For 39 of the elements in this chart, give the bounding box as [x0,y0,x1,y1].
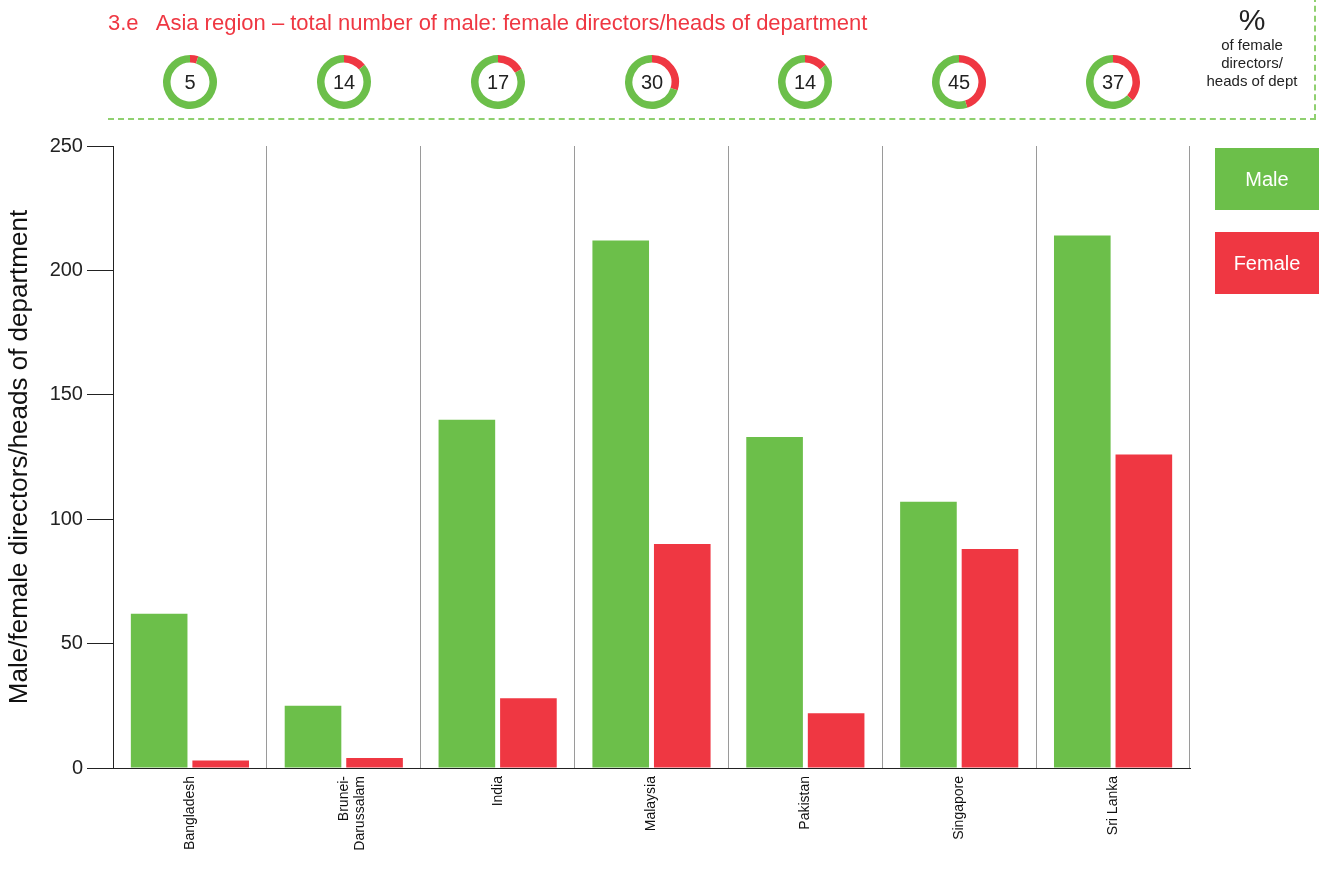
bar [961,549,1019,768]
bar [130,613,188,768]
x-tick-label: Malaysia [642,775,659,832]
bar [653,544,711,768]
bar [346,758,403,768]
data-label: 14 [794,70,817,93]
y-tick-label: 50 [60,631,83,654]
text: Male [1215,148,1319,210]
text: % of female directors/ heads of dept [1205,3,1299,90]
bar [807,713,865,768]
bar [1115,454,1173,768]
y-tick-label: 150 [49,382,83,405]
data-label: 5 [184,70,196,93]
x-tick-label: Bangladesh [180,776,197,850]
x-tick-label: India [488,775,505,807]
chart-title: 3.e Asia region – total number of male: female directors/heads of department [108,10,868,36]
x-tick-label: Singapore [950,775,967,840]
bar [192,760,250,768]
text: Female [1215,232,1319,294]
bar [592,240,650,768]
data-label: 14 [332,70,355,93]
data-label: 17 [486,70,509,93]
data-label: 37 [1101,70,1125,93]
bar [746,437,803,768]
bar [438,419,496,768]
x-tick-label: Pakistan [796,776,813,830]
bar [284,705,342,768]
y-axis-title: Male/female directors/heads of department [2,209,33,705]
x-tick-label: Brunei- Darussalam [334,775,368,851]
data-label: 30 [640,70,663,93]
bar [900,501,957,768]
y-tick-label: 100 [49,506,83,529]
y-tick-label: 200 [49,257,83,280]
data-label: 45 [948,70,971,93]
bar [500,698,557,768]
y-tick-label: 250 [49,133,83,156]
x-tick-label: Sri Lanka [1103,775,1120,836]
y-tick-label: 0 [71,755,83,778]
bar [1053,235,1111,768]
